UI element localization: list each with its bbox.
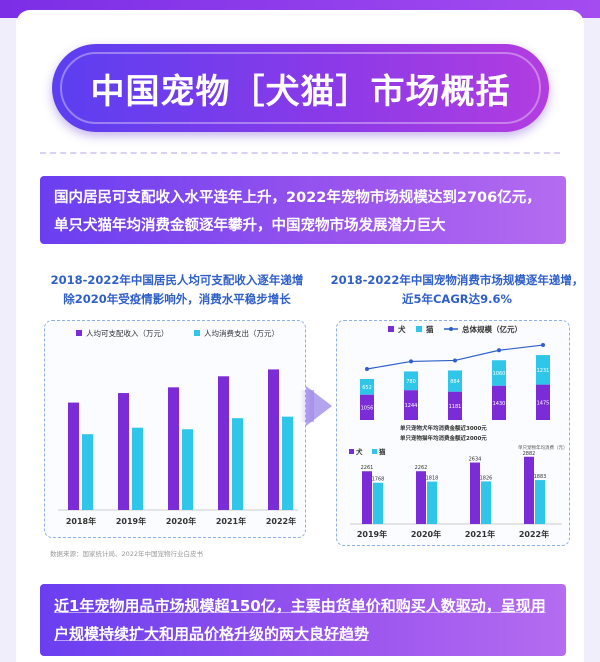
chart2-title: 2018-2022年中国宠物消费市场规模逐年递增， 近5年CAGR达9.6% xyxy=(322,271,592,309)
chart2-title-line2: 近5年CAGR达9.6% xyxy=(401,292,513,306)
title-banner: 中国宠物［犬猫］市场概括 xyxy=(52,44,549,132)
title-banner-border xyxy=(60,52,541,124)
chart2-title-line1: 2018-2022年中国宠物消费市场规模逐年递增， xyxy=(330,273,584,287)
chart1-title-line1: 2018-2022年中国居民人均可支配收入逐年递增 xyxy=(50,273,304,287)
source-note: 数据来源：国家统计局、2022年中国宠物行业白皮书 xyxy=(50,550,204,558)
callout-supplies-summary: 近1年宠物用品市场规模超150亿，主要由货单价和购买人数驱动，呈现用户规模持续扩… xyxy=(40,584,566,656)
callout-supplies-text: 近1年宠物用品市场规模超150亿，主要由货单价和购买人数驱动，呈现用户规模持续扩… xyxy=(54,597,546,643)
chart1-title-line2: 除2020年受疫情影响外，消费水平稳步增长 xyxy=(63,292,291,306)
pet-market-chart-panel xyxy=(336,320,570,546)
income-chart-panel xyxy=(44,320,306,538)
chart1-title: 2018-2022年中国居民人均可支配收入逐年递增 除2020年受疫情影响外，消… xyxy=(42,271,312,309)
dashed-divider xyxy=(40,152,560,154)
connector-arrow xyxy=(306,386,332,426)
page-title: 中国宠物［犬猫］市场概括 xyxy=(90,71,511,112)
callout-market-summary: 国内居民可支配收入水平连年上升，2022年宠物市场规模达到2706亿元，单只犬猫… xyxy=(40,176,566,244)
